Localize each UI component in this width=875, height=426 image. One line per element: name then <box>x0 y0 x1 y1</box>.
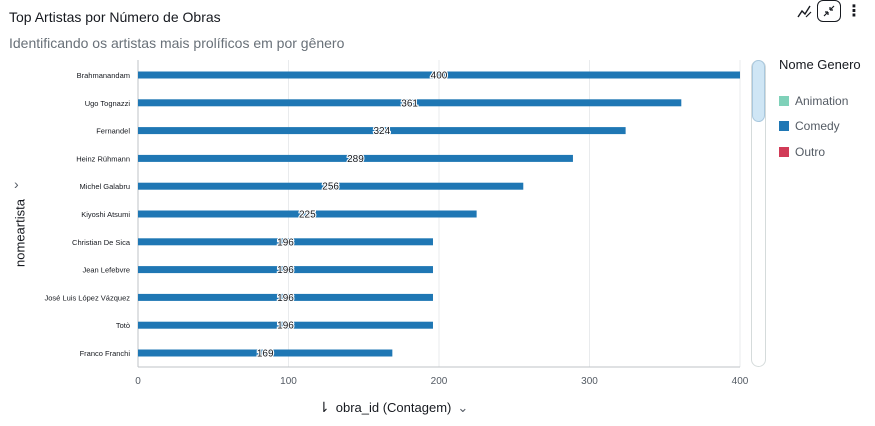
category-label: Christian De Sica <box>72 238 131 247</box>
bar[interactable] <box>138 238 433 246</box>
legend-label: Comedy <box>795 119 840 134</box>
bar[interactable] <box>138 349 393 357</box>
category-label: José Luis López Vázquez <box>45 293 131 302</box>
x-axis-chevron-icon[interactable]: ⌄ <box>457 399 469 415</box>
legend-label: Animation <box>795 93 849 108</box>
bar[interactable] <box>138 71 740 79</box>
x-tick-labels: 0 100 200 300 400 <box>135 376 749 387</box>
data-label: 196 <box>277 237 294 248</box>
more-options-icon[interactable]: ⋮ <box>846 3 862 20</box>
legend-swatch <box>779 95 789 106</box>
y-axis-chevron-icon[interactable]: › <box>14 176 19 192</box>
chart-options-icon[interactable] <box>793 0 815 22</box>
category-labels: Brahmanandam Ugo Tognazzi Fernandel Heinz R… <box>45 71 131 358</box>
bar[interactable] <box>138 154 573 162</box>
bar[interactable] <box>138 293 433 301</box>
data-label: 196 <box>277 293 294 304</box>
category-label: Totò <box>116 321 130 330</box>
category-label: Ugo Tognazzi <box>85 99 131 108</box>
data-label: 289 <box>347 154 364 165</box>
x-tick-label: 300 <box>581 376 598 387</box>
legend-label: Outro <box>795 144 826 159</box>
sort-icon[interactable]: ⇂ <box>318 399 330 415</box>
bar-chart: Brahmanandam Ugo Tognazzi Fernandel Heinz R… <box>45 60 749 387</box>
legend-swatch <box>779 121 789 132</box>
x-axis-label-wrap[interactable]: ⇂ obra_id (Contagem) ⌄ <box>318 399 468 416</box>
data-label: 169 <box>257 349 274 360</box>
x-tick-label: 400 <box>732 376 749 387</box>
data-label: 400 <box>431 71 448 82</box>
chart-subtitle: Identificando os artistas mais prolífico… <box>9 35 345 51</box>
data-label: 256 <box>322 182 339 193</box>
data-labels: 400 361 324 289 256 225 196 196 196 196 169 <box>256 69 449 360</box>
bar[interactable] <box>138 127 626 135</box>
bars <box>138 71 740 357</box>
legend-item-outro[interactable]: Outro <box>779 139 861 165</box>
legend-item-animation[interactable]: Animation <box>779 88 861 114</box>
category-label: Michel Galabru <box>80 182 130 191</box>
chart-toolbar: ⋮ <box>793 0 865 22</box>
data-label: 196 <box>277 321 294 332</box>
bar[interactable] <box>138 99 682 107</box>
x-tick-label: 100 <box>280 376 297 387</box>
collapse-icon-graphic <box>823 5 835 17</box>
category-label: Kiyoshi Atsumi <box>81 210 130 219</box>
legend-item-comedy[interactable]: Comedy <box>779 114 861 140</box>
legend-title: Nome Genero <box>779 57 861 72</box>
bar[interactable] <box>138 210 477 218</box>
category-label: Franco Franchi <box>80 349 131 358</box>
data-label: 225 <box>299 210 316 221</box>
data-label: 324 <box>373 126 390 137</box>
collapse-icon[interactable] <box>817 0 841 22</box>
data-label: 361 <box>401 98 418 109</box>
chart-options-icon-graphic <box>797 5 812 18</box>
data-label: 196 <box>277 265 294 276</box>
chart-title: Top Artistas por Número de Obras <box>9 9 221 25</box>
bar[interactable] <box>138 182 524 190</box>
category-label: Heinz Rühmann <box>76 154 130 163</box>
bar[interactable] <box>138 266 433 274</box>
legend-swatch <box>779 146 789 157</box>
category-label: Jean Lefebvre <box>82 266 130 275</box>
legend: Nome Genero Animation Comedy Outro <box>779 57 861 165</box>
x-tick-label: 0 <box>135 376 141 387</box>
category-label: Fernandel <box>96 127 130 136</box>
bar[interactable] <box>138 321 433 329</box>
x-axis-label[interactable]: obra_id (Contagem) <box>335 400 452 415</box>
legend-scrollbar-thumb[interactable] <box>752 60 765 122</box>
category-label: Brahmanandam <box>77 71 130 80</box>
x-tick-label: 200 <box>431 376 448 387</box>
